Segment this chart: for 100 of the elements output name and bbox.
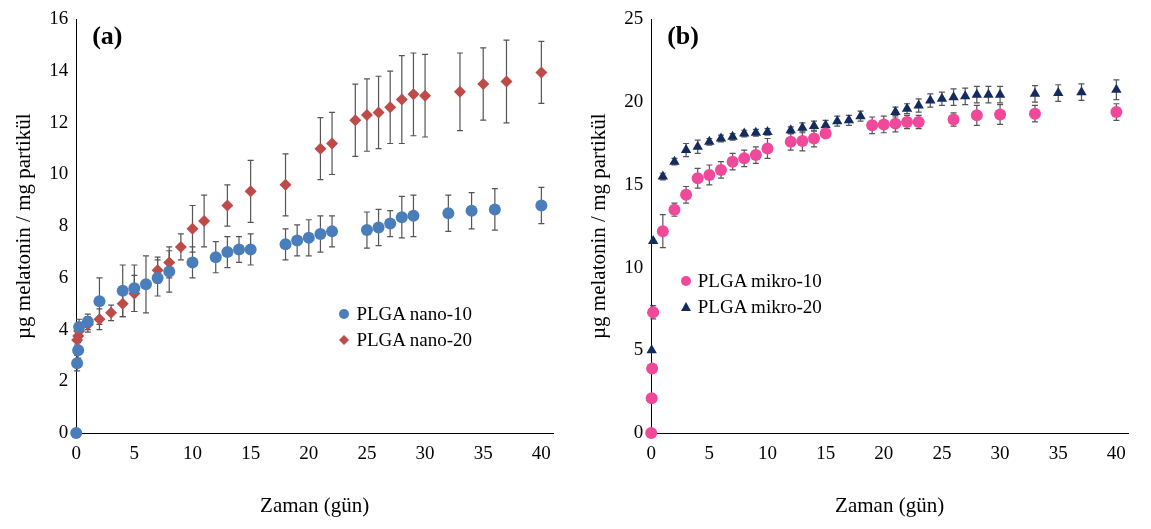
point xyxy=(221,199,234,212)
y-tick-label: 20 xyxy=(624,90,644,112)
point xyxy=(372,106,385,119)
point xyxy=(174,240,187,253)
point xyxy=(279,178,292,191)
point xyxy=(703,168,716,181)
chart-title: (b) xyxy=(667,21,699,52)
x-tick-label: 10 xyxy=(757,442,777,464)
point xyxy=(994,108,1007,121)
point xyxy=(819,127,832,140)
x-tick-label: 30 xyxy=(415,442,435,464)
legend-label: PLGA nano-10 xyxy=(356,301,473,326)
point xyxy=(465,204,478,217)
point xyxy=(128,282,141,295)
point xyxy=(419,89,432,102)
point xyxy=(971,88,983,98)
y-tick-label: 16 xyxy=(49,7,69,29)
x-tick-label: 20 xyxy=(874,442,894,464)
point xyxy=(326,137,339,150)
point xyxy=(372,221,385,234)
point xyxy=(163,265,176,278)
x-tick-label: 35 xyxy=(1048,442,1068,464)
point xyxy=(186,222,199,235)
point xyxy=(1111,83,1122,93)
point xyxy=(407,209,420,222)
point xyxy=(93,313,106,326)
x-tick-label: 15 xyxy=(816,442,836,464)
x-tick-label: 25 xyxy=(357,442,377,464)
point xyxy=(326,225,339,238)
x-tick-label: 5 xyxy=(129,442,140,464)
point xyxy=(936,92,948,102)
point xyxy=(535,199,548,212)
legend-label: PLGA mikro-10 xyxy=(697,268,822,293)
point xyxy=(302,231,315,244)
y-tick-label: 2 xyxy=(58,369,69,391)
y-tick-label: 0 xyxy=(633,420,644,442)
y-tick-label: 4 xyxy=(58,317,69,339)
point xyxy=(70,427,83,439)
point xyxy=(395,93,408,106)
point xyxy=(1053,87,1064,97)
y-tick-label: 12 xyxy=(49,110,69,132)
point xyxy=(680,144,692,154)
point xyxy=(221,246,234,259)
point xyxy=(453,85,466,98)
y-tick-label: 15 xyxy=(624,172,644,194)
point xyxy=(692,140,703,150)
point xyxy=(761,142,774,155)
x-axis-title: Zaman (gün) xyxy=(260,492,370,517)
y-tick-label: 6 xyxy=(58,265,69,287)
point xyxy=(186,256,199,269)
y-tick-label: 0 xyxy=(58,420,69,442)
y-tick-label: 14 xyxy=(49,59,69,81)
point xyxy=(646,362,659,375)
point xyxy=(395,211,408,224)
y-tick-label: 25 xyxy=(624,7,644,29)
point xyxy=(983,88,994,98)
point xyxy=(349,114,362,127)
point xyxy=(656,225,669,238)
x-tick-label: 25 xyxy=(932,442,952,464)
y-axis-title: µg melatonin / mg partikül xyxy=(586,113,611,339)
point xyxy=(244,185,257,198)
point xyxy=(645,392,658,405)
point xyxy=(384,217,397,230)
point xyxy=(442,207,455,220)
point xyxy=(1029,87,1041,97)
y-tick-label: 10 xyxy=(49,162,69,184)
point xyxy=(535,66,548,79)
point xyxy=(384,101,397,114)
point xyxy=(116,284,129,297)
x-tick-label: 30 xyxy=(990,442,1010,464)
point xyxy=(209,251,222,264)
point xyxy=(407,88,420,101)
point xyxy=(244,243,257,256)
y-axis-title: µg melatonin / mg partikül xyxy=(11,113,36,339)
point xyxy=(645,427,658,439)
point xyxy=(279,238,292,251)
point xyxy=(647,235,659,245)
legend-label: PLGA mikro-20 xyxy=(697,294,822,319)
x-tick-label: 40 xyxy=(531,442,551,464)
point xyxy=(360,109,373,122)
point xyxy=(970,109,983,122)
point xyxy=(93,295,106,308)
point xyxy=(994,88,1006,98)
point xyxy=(314,227,327,240)
point xyxy=(477,78,490,91)
x-tick-label: 15 xyxy=(241,442,261,464)
point xyxy=(360,224,373,237)
point xyxy=(948,91,959,101)
point xyxy=(796,135,809,147)
chart-title: (a) xyxy=(92,21,123,52)
legend-label: PLGA nano-20 xyxy=(356,327,473,352)
point xyxy=(959,90,971,100)
point xyxy=(314,142,327,155)
x-tick-label: 5 xyxy=(704,442,715,464)
point xyxy=(691,172,704,185)
x-tick-label: 35 xyxy=(473,442,493,464)
point xyxy=(233,243,246,256)
point xyxy=(1076,86,1087,96)
point xyxy=(139,278,152,291)
point xyxy=(198,215,211,228)
